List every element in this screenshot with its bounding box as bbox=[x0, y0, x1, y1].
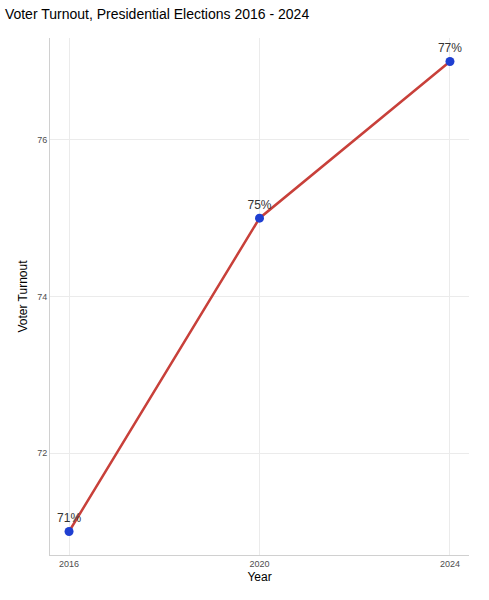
svg-text:Voter Turnout, Presidential El: Voter Turnout, Presidential Elections 20… bbox=[5, 6, 310, 22]
svg-text:Year: Year bbox=[247, 570, 271, 584]
svg-text:2020: 2020 bbox=[249, 559, 269, 569]
svg-text:2016: 2016 bbox=[59, 559, 79, 569]
svg-text:76: 76 bbox=[37, 135, 47, 145]
svg-text:72: 72 bbox=[37, 448, 47, 458]
svg-text:75%: 75% bbox=[247, 198, 271, 212]
svg-text:74: 74 bbox=[37, 292, 47, 302]
svg-text:77%: 77% bbox=[438, 41, 462, 55]
svg-text:71%: 71% bbox=[57, 511, 81, 525]
svg-text:Voter Turnout: Voter Turnout bbox=[16, 260, 30, 333]
svg-text:2024: 2024 bbox=[440, 559, 460, 569]
